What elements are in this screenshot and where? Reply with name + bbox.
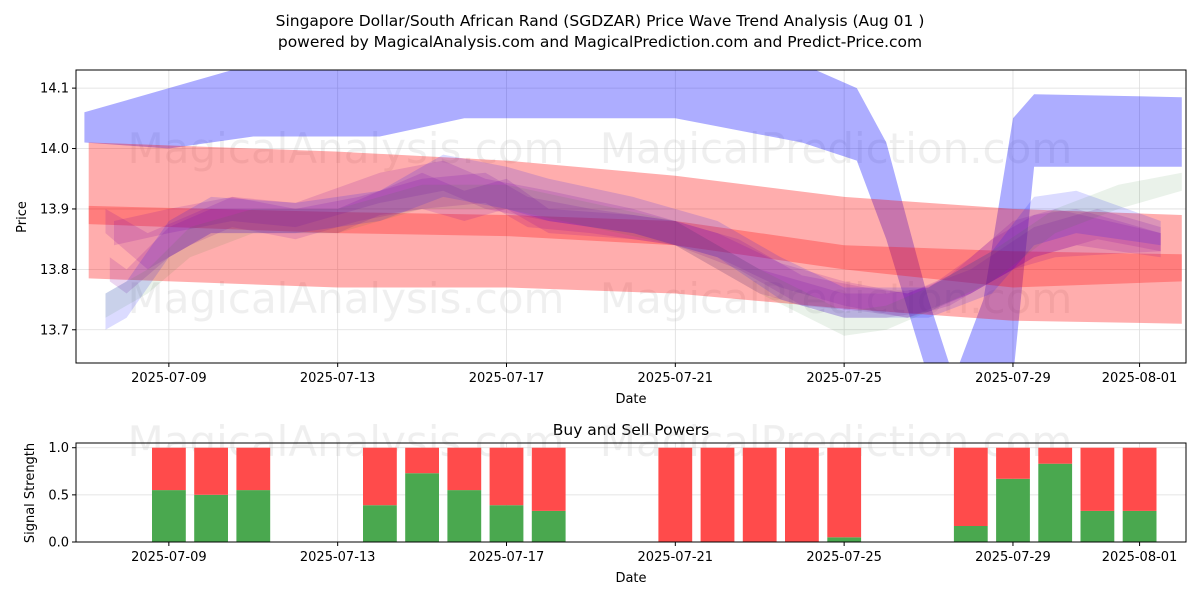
- signal-y-tick-label: 0.5: [48, 488, 69, 503]
- price-wave-bands: [84, 70, 1182, 363]
- price-y-tick-label: 14.1: [40, 82, 69, 97]
- signal-plot-frame: [75, 442, 1187, 543]
- buy-power-bar-2025-07-09: [152, 490, 186, 542]
- buy-sell-power-chart: Buy and Sell Powers MagicalAnalysis.com …: [23, 417, 1187, 586]
- buy-power-bar-2025-07-14: [363, 505, 397, 542]
- chart-title: Singapore Dollar/South African Rand (SGD…: [276, 12, 925, 30]
- price-y-tick-label: 13.9: [40, 202, 69, 217]
- sell-power-bar-2025-07-15: [405, 447, 439, 474]
- buy-power-bar-2025-07-29: [996, 478, 1030, 542]
- price-x-tick-label: 2025-07-17: [469, 371, 545, 386]
- sell-power-bar-2025-07-16: [447, 447, 482, 491]
- price-y-axis-label: Price: [15, 201, 30, 233]
- wave-band-purple-wave-cluster-2: [114, 160, 1161, 318]
- wave-series-purple-wave-cluster: [105, 160, 1161, 318]
- sell-power-bar-2025-07-28: [953, 447, 988, 526]
- buy-sell-bars: [152, 447, 1157, 542]
- watermark-analysis-top: MagicalAnalysis.com: [128, 124, 565, 173]
- price-y-ticks: 13.7 13.8 13.9 14.0 14.1: [40, 82, 76, 338]
- signal-y-ticks: 0.0 0.5 1.0: [48, 441, 76, 551]
- buy-power-bar-2025-07-28: [953, 526, 988, 542]
- sell-power-bar-2025-07-11: [236, 447, 271, 491]
- price-grid: [76, 70, 1186, 363]
- signal-x-axis-label: Date: [615, 571, 646, 586]
- sell-power-bar-2025-07-31: [1080, 447, 1115, 511]
- wave-series-blue-wave-short: [105, 154, 1161, 330]
- buy-power-bar-2025-08-01: [1122, 510, 1157, 542]
- signal-x-tick-label: 2025-07-21: [638, 550, 714, 565]
- price-x-axis-label: Date: [615, 392, 646, 407]
- price-x-tick-label: 2025-08-01: [1102, 371, 1178, 386]
- wave-band-red-wave-mid-0: [88, 205, 1182, 288]
- sell-power-bar-2025-07-30: [1038, 447, 1073, 464]
- price-x-tick-label: 2025-07-09: [131, 371, 207, 386]
- buy-power-bar-2025-07-17: [489, 505, 524, 542]
- signal-x-ticks: 2025-07-09 2025-07-13 2025-07-17 2025-07-21…: [131, 542, 1177, 565]
- signal-x-tick-label: 2025-07-25: [806, 550, 882, 565]
- price-watermarks: MagicalAnalysis.com MagicalPrediction.co…: [128, 124, 1073, 323]
- sell-power-bar-2025-07-25: [827, 447, 862, 538]
- wave-band-blue-wave-long-0: [84, 70, 1182, 363]
- sell-power-bar-2025-07-21: [658, 447, 693, 542]
- buy-power-bar-2025-07-30: [1038, 463, 1073, 542]
- wave-series-red-wave-mid: [88, 205, 1182, 288]
- price-wave-chart: MagicalAnalysis.com MagicalPrediction.co…: [15, 69, 1187, 407]
- price-x-tick-label: 2025-07-13: [300, 371, 376, 386]
- buy-power-bar-2025-07-25: [827, 537, 862, 542]
- watermark-prediction-mid: MagicalPrediction.com: [600, 274, 1073, 323]
- signal-x-tick-label: 2025-07-13: [300, 550, 376, 565]
- price-y-tick-label: 13.8: [40, 263, 69, 278]
- sell-power-bar-2025-08-01: [1122, 447, 1157, 511]
- buy-power-bar-2025-07-16: [447, 490, 482, 542]
- buy-sell-title: Buy and Sell Powers: [553, 421, 710, 439]
- buy-power-bar-2025-07-15: [405, 473, 439, 542]
- sell-power-bar-2025-07-14: [363, 447, 397, 506]
- wave-band-purple-wave-cluster-1: [105, 172, 1161, 318]
- sell-power-bar-2025-07-17: [489, 447, 524, 506]
- buy-power-bar-2025-07-18: [531, 510, 566, 542]
- sell-power-bar-2025-07-09: [152, 447, 186, 491]
- wave-series-red-wave-envelope: [88, 142, 1182, 324]
- watermark-prediction-top: MagicalPrediction.com: [600, 124, 1073, 173]
- wave-band-green-wave-short-0: [105, 172, 1182, 336]
- buy-power-bar-2025-07-10: [194, 494, 228, 542]
- wave-band-red-wave-envelope-0: [88, 142, 1182, 324]
- sell-power-bar-2025-07-29: [996, 447, 1030, 479]
- signal-y-axis-label: Signal Strength: [23, 443, 38, 543]
- sell-power-bar-2025-07-23: [742, 447, 777, 542]
- price-x-ticks: 2025-07-09 2025-07-13 2025-07-17 2025-07-21…: [131, 363, 1177, 386]
- price-plot-frame: [75, 69, 1187, 364]
- sell-power-bar-2025-07-10: [194, 447, 228, 495]
- buy-power-bar-2025-07-31: [1080, 510, 1115, 542]
- signal-x-tick-label: 2025-07-09: [131, 550, 207, 565]
- buy-power-bar-2025-07-11: [236, 490, 271, 542]
- sell-power-bar-2025-07-24: [785, 447, 819, 542]
- signal-y-tick-label: 0.0: [48, 536, 69, 551]
- watermark-analysis-mid: MagicalAnalysis.com: [128, 274, 565, 323]
- signal-x-tick-label: 2025-07-29: [975, 550, 1051, 565]
- chart-subtitle: powered by MagicalAnalysis.com and Magic…: [278, 33, 922, 51]
- price-x-tick-label: 2025-07-29: [975, 371, 1051, 386]
- wave-series-blue-wave-long: [84, 70, 1182, 363]
- price-x-tick-label: 2025-07-25: [806, 371, 882, 386]
- price-x-tick-label: 2025-07-21: [638, 371, 714, 386]
- signal-x-tick-label: 2025-08-01: [1102, 550, 1178, 565]
- wave-series-green-wave-short: [105, 172, 1182, 336]
- price-y-tick-label: 13.7: [40, 323, 69, 338]
- wave-band-blue-wave-short-0: [105, 154, 1161, 330]
- wave-band-purple-wave-cluster-0: [109, 172, 1161, 318]
- sell-power-bar-2025-07-22: [700, 447, 735, 542]
- price-y-tick-label: 14.0: [40, 142, 69, 157]
- sell-power-bar-2025-07-18: [531, 447, 566, 511]
- signal-x-tick-label: 2025-07-17: [469, 550, 545, 565]
- signal-y-tick-label: 1.0: [48, 441, 69, 456]
